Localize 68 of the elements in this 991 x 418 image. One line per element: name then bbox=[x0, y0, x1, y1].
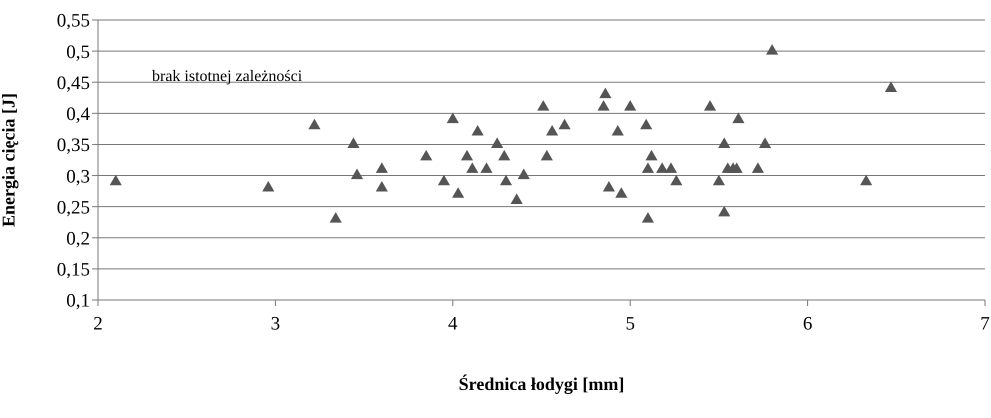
point bbox=[466, 162, 478, 173]
point bbox=[752, 162, 764, 173]
point bbox=[480, 162, 493, 173]
point bbox=[558, 118, 571, 130]
point bbox=[602, 180, 615, 192]
point bbox=[376, 162, 388, 173]
point bbox=[624, 100, 636, 111]
annotation: brak istotnej zależności bbox=[152, 68, 302, 86]
point bbox=[262, 180, 274, 192]
x-tick-label: 3 bbox=[270, 313, 280, 334]
point bbox=[491, 137, 504, 148]
point bbox=[656, 162, 668, 173]
point bbox=[460, 150, 474, 160]
point bbox=[498, 150, 510, 160]
x-tick-label: 7 bbox=[980, 313, 990, 334]
y-tick-label: 0,35 bbox=[56, 135, 90, 156]
point bbox=[718, 137, 730, 148]
y-tick-label: 0,25 bbox=[56, 197, 90, 218]
point bbox=[540, 150, 553, 160]
point bbox=[860, 174, 872, 186]
y-tick-label: 0,1 bbox=[66, 290, 90, 312]
x-tick-label: 6 bbox=[802, 313, 812, 334]
x-tick-label: 4 bbox=[448, 313, 458, 334]
point bbox=[732, 112, 744, 124]
point bbox=[884, 81, 898, 92]
x-tick-label: 2 bbox=[93, 313, 103, 334]
point bbox=[730, 162, 743, 173]
point bbox=[704, 100, 716, 111]
y-tick-label: 0,4 bbox=[66, 104, 90, 126]
point bbox=[612, 124, 624, 136]
point bbox=[347, 137, 360, 148]
point bbox=[664, 162, 678, 173]
y-tick-label: 0,45 bbox=[56, 72, 90, 94]
y-tick-label: 0,55 bbox=[56, 10, 90, 32]
point bbox=[308, 118, 321, 130]
point bbox=[640, 118, 652, 130]
point bbox=[758, 137, 772, 148]
x-tick-label: 5 bbox=[625, 313, 635, 334]
point bbox=[438, 174, 450, 186]
point bbox=[642, 162, 654, 173]
point bbox=[350, 168, 364, 180]
point bbox=[766, 44, 778, 55]
point bbox=[518, 168, 530, 180]
point bbox=[376, 180, 388, 192]
point bbox=[420, 150, 432, 160]
point bbox=[599, 88, 612, 98]
point bbox=[615, 187, 628, 198]
point bbox=[330, 212, 342, 223]
point bbox=[452, 187, 464, 198]
y-tick-label: 0,15 bbox=[56, 260, 90, 281]
point bbox=[446, 112, 459, 124]
y-tick-label: 0,5 bbox=[66, 42, 90, 63]
point bbox=[110, 174, 122, 186]
point bbox=[472, 124, 484, 136]
point bbox=[718, 206, 730, 216]
point bbox=[546, 124, 558, 136]
point bbox=[712, 174, 725, 186]
point bbox=[642, 212, 654, 223]
point bbox=[598, 100, 610, 111]
y-axis-title: Energia cięcia [J] bbox=[0, 93, 18, 227]
x-axis-title: Średnica łodygi [mm] bbox=[458, 374, 624, 394]
point bbox=[645, 150, 658, 160]
point bbox=[510, 193, 523, 204]
point bbox=[537, 100, 550, 111]
y-tick-label: 0,3 bbox=[66, 166, 90, 188]
y-tick-label: 0,2 bbox=[66, 228, 90, 250]
point bbox=[670, 174, 682, 186]
point bbox=[500, 174, 512, 186]
